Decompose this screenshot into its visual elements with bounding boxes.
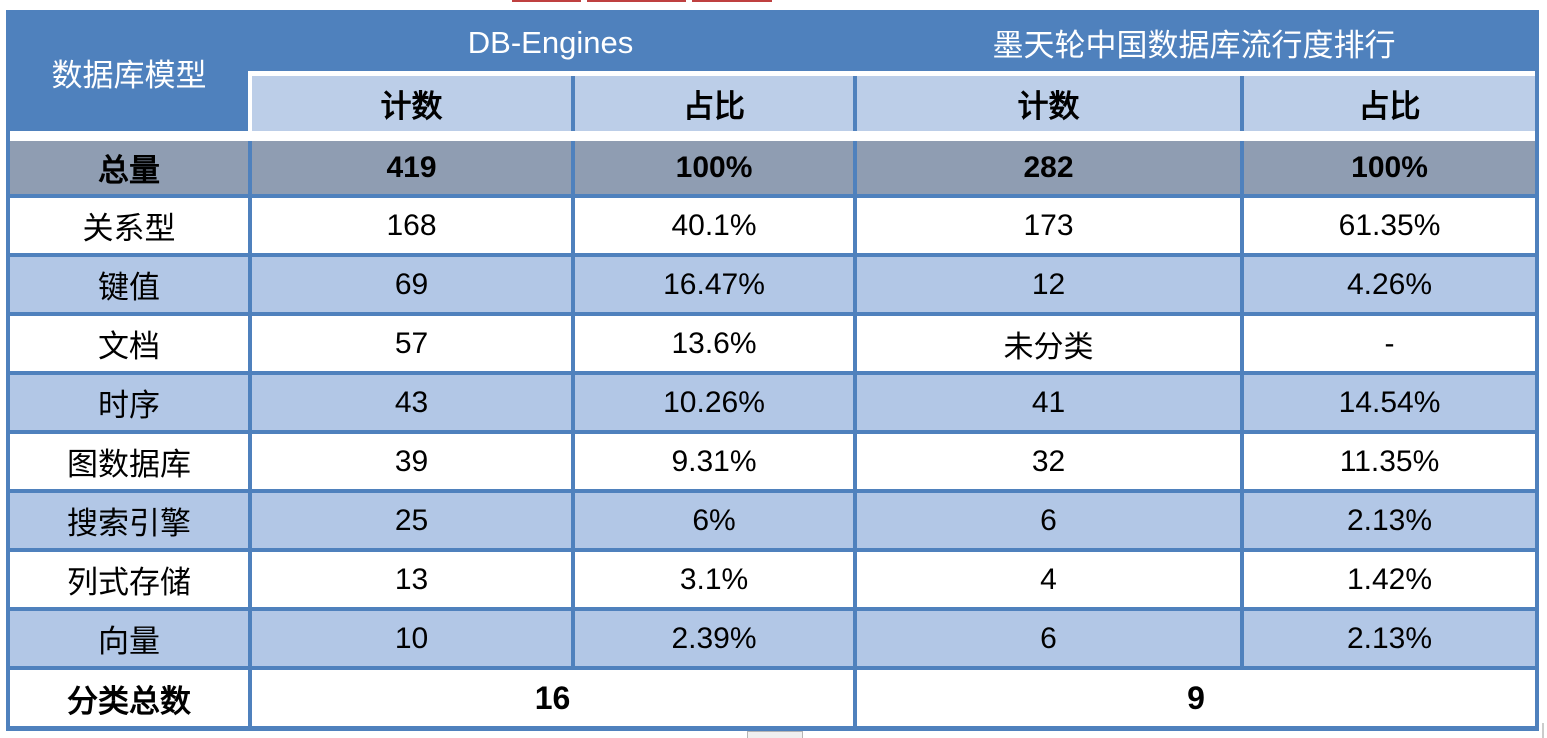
table-cell: 100% <box>1240 141 1536 194</box>
table-cell: 41 <box>853 375 1241 430</box>
table-cell: 32 <box>853 434 1241 489</box>
table-cell: 57 <box>248 316 571 371</box>
table-cell: 40.1% <box>571 198 854 253</box>
table-cell: 282 <box>853 141 1241 194</box>
row-divider <box>10 312 1536 316</box>
table-cell: - <box>1240 316 1536 371</box>
row-label: 键值 <box>10 257 248 312</box>
table-cell: 13 <box>248 552 571 607</box>
footer-db-engines-category-total: 16 <box>248 670 854 726</box>
separator-band <box>10 131 1536 141</box>
row-label: 关系型 <box>10 198 248 253</box>
table-row-document: 文档 57 13.6% 未分类 - <box>10 316 1536 371</box>
row-divider <box>10 666 1536 670</box>
table-cell: 173 <box>853 198 1241 253</box>
gray-artifact-line <box>1542 723 1544 738</box>
table-cell: 39 <box>248 434 571 489</box>
table-cell: 4.26% <box>1240 257 1536 312</box>
row-divider <box>10 548 1536 552</box>
subheader-db-engines-share: 占比 <box>571 76 854 131</box>
row-divider <box>10 194 1536 198</box>
table-cell: 100% <box>571 141 854 194</box>
white-separator <box>10 131 1536 141</box>
table-header-row-columns: 计数 占比 计数 占比 <box>10 76 1536 131</box>
table-row-vector: 向量 10 2.39% 6 2.13% <box>10 611 1536 666</box>
row-label: 向量 <box>10 611 248 666</box>
table-cell: 4 <box>853 552 1241 607</box>
gray-artifact-stub <box>747 731 803 738</box>
table-cell: 43 <box>248 375 571 430</box>
table-cell: 6% <box>571 493 854 548</box>
comparison-table-container: 数据库模型 DB-Engines 墨天轮中国数据库流行度排行 计数 占比 计数 … <box>6 10 1540 731</box>
table-cell: 未分类 <box>853 316 1241 371</box>
table-cell: 10 <box>248 611 571 666</box>
table-row-graph: 图数据库 39 9.31% 32 11.35% <box>10 434 1536 489</box>
row-label: 图数据库 <box>10 434 248 489</box>
row-divider <box>10 607 1536 611</box>
subheader-modb-count: 计数 <box>853 76 1241 131</box>
table-cell: 9.31% <box>571 434 854 489</box>
table-cell: 25 <box>248 493 571 548</box>
table-cell: 6 <box>853 493 1241 548</box>
red-artifact-dash <box>587 0 686 2</box>
table-row-time-series: 时序 43 10.26% 41 14.54% <box>10 375 1536 430</box>
white-separator <box>10 71 1536 76</box>
row-divider <box>10 489 1536 493</box>
row-label: 列式存储 <box>10 552 248 607</box>
table-header-row-groups: 数据库模型 DB-Engines 墨天轮中国数据库流行度排行 <box>10 14 1536 131</box>
red-artifact-dash <box>692 0 772 2</box>
table-row-key-value: 键值 69 16.47% 12 4.26% <box>10 257 1536 312</box>
table-cell: 2.39% <box>571 611 854 666</box>
group-header-modb: 墨天轮中国数据库流行度排行 <box>853 14 1536 71</box>
row-label: 文档 <box>10 316 248 371</box>
table-cell: 14.54% <box>1240 375 1536 430</box>
table-cell: 168 <box>248 198 571 253</box>
database-model-comparison-table: 数据库模型 DB-Engines 墨天轮中国数据库流行度排行 计数 占比 计数 … <box>10 14 1536 726</box>
corner-header-cell: 数据库模型 <box>10 14 248 131</box>
row-divider <box>10 253 1536 257</box>
table-cell: 69 <box>248 257 571 312</box>
red-artifact-dash <box>512 0 581 2</box>
table-cell: 2.13% <box>1240 611 1536 666</box>
table-cell: 61.35% <box>1240 198 1536 253</box>
table-cell: 6 <box>853 611 1241 666</box>
row-label: 时序 <box>10 375 248 430</box>
footer-modb-category-total: 9 <box>853 670 1536 726</box>
subheader-db-engines-count: 计数 <box>248 76 571 131</box>
subheader-modb-share: 占比 <box>1240 76 1536 131</box>
table-cell: 16.47% <box>571 257 854 312</box>
table-cell: 419 <box>248 141 571 194</box>
table-cell: 10.26% <box>571 375 854 430</box>
table-row-column-store: 列式存储 13 3.1% 4 1.42% <box>10 552 1536 607</box>
row-label: 搜索引擎 <box>10 493 248 548</box>
group-header-db-engines: DB-Engines <box>248 14 854 71</box>
row-label: 分类总数 <box>10 670 248 726</box>
table-cell: 1.42% <box>1240 552 1536 607</box>
row-divider <box>10 430 1536 434</box>
table-row-category-count: 分类总数 16 9 <box>10 670 1536 726</box>
table-cell: 3.1% <box>571 552 854 607</box>
separator-band <box>248 71 1536 76</box>
table-cell: 2.13% <box>1240 493 1536 548</box>
row-divider <box>10 371 1536 375</box>
table-row-search-engine: 搜索引擎 25 6% 6 2.13% <box>10 493 1536 548</box>
table-cell: 11.35% <box>1240 434 1536 489</box>
table-cell: 13.6% <box>571 316 854 371</box>
table-row-relational: 关系型 168 40.1% 173 61.35% <box>10 198 1536 253</box>
table-row-total: 总量 419 100% 282 100% <box>10 141 1536 194</box>
table-cell: 12 <box>853 257 1241 312</box>
row-label: 总量 <box>10 141 248 194</box>
